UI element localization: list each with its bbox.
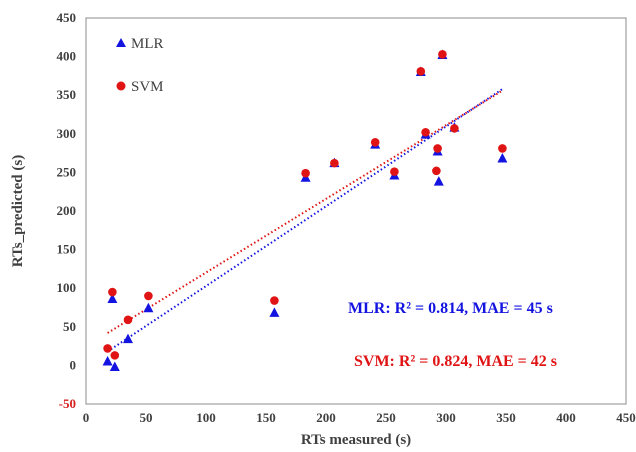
y-tick-label: 150 [57, 242, 77, 257]
y-tick-label: 400 [57, 49, 77, 64]
y-tick-label: 200 [57, 203, 77, 218]
legend-mlr-label: MLR [131, 36, 164, 52]
x-tick-label: 50 [140, 410, 153, 425]
svm-point [438, 49, 447, 59]
mlr-point [269, 307, 280, 317]
svm-point [110, 351, 120, 360]
legend-svm-label: SVM [131, 79, 164, 95]
svm-point [270, 296, 279, 305]
data-markers [102, 49, 508, 371]
x-axis-title: RTs measured (s) [301, 432, 411, 448]
x-axis-ticks: 0 50 100 150 200 250 300 350 400 450 [83, 410, 636, 425]
x-tick-label: 450 [616, 410, 636, 425]
svm-point [390, 167, 399, 176]
svm-point [330, 158, 339, 168]
mlr-point [123, 333, 133, 344]
mlr-point [109, 361, 120, 371]
svm-point [108, 287, 117, 297]
mlr-stats-annotation: MLR: R² = 0.814, MAE = 45 s [348, 300, 553, 317]
legend-mlr-marker [116, 38, 126, 47]
y-axis-ticks: -50 0 50 100 150 200 250 300 350 400 450 [57, 10, 77, 411]
svm-point [421, 127, 430, 137]
x-tick-label: 0 [83, 410, 90, 425]
svm-stats-annotation: SVM: R² = 0.824, MAE = 42 s [354, 353, 557, 370]
y-tick-label: 0 [70, 357, 77, 372]
trendlines [107, 88, 503, 353]
y-tick-label: 300 [57, 126, 77, 141]
mlr-point [102, 356, 113, 366]
x-tick-label: 100 [196, 410, 216, 425]
mlr-trendline [107, 88, 503, 353]
mlr-point [143, 302, 154, 313]
y-tick-label: 450 [57, 10, 77, 25]
y-tick-label: 350 [57, 87, 77, 102]
x-tick-label: 400 [556, 410, 576, 425]
y-tick-label: 250 [57, 164, 77, 179]
legend-svm-marker [116, 81, 126, 91]
svm-point [433, 144, 442, 153]
x-tick-label: 200 [316, 410, 336, 425]
legend: MLR SVM [116, 36, 164, 95]
svm-point [450, 124, 459, 133]
y-tick-label: -50 [59, 396, 76, 411]
mlr-point [433, 176, 444, 186]
x-tick-label: 250 [376, 410, 396, 425]
x-tick-label: 150 [256, 410, 276, 425]
svm-point [416, 66, 426, 76]
x-tick-label: 300 [436, 410, 456, 425]
svm-point [301, 168, 310, 178]
y-axis-title: RTs_predicted (s) [10, 155, 26, 267]
mlr-point [107, 293, 118, 304]
y-tick-label: 50 [63, 319, 76, 334]
plot-area [85, 17, 627, 405]
svm-point [432, 166, 441, 176]
x-tick-label: 350 [496, 410, 516, 425]
svm-point [498, 144, 507, 153]
mlr-point [497, 153, 508, 163]
svm-point [103, 344, 112, 353]
svm-point [123, 315, 133, 325]
svm-point [144, 291, 153, 301]
svm-point [370, 137, 380, 147]
y-tick-label: 100 [57, 280, 77, 295]
svm-trendline [107, 89, 503, 334]
